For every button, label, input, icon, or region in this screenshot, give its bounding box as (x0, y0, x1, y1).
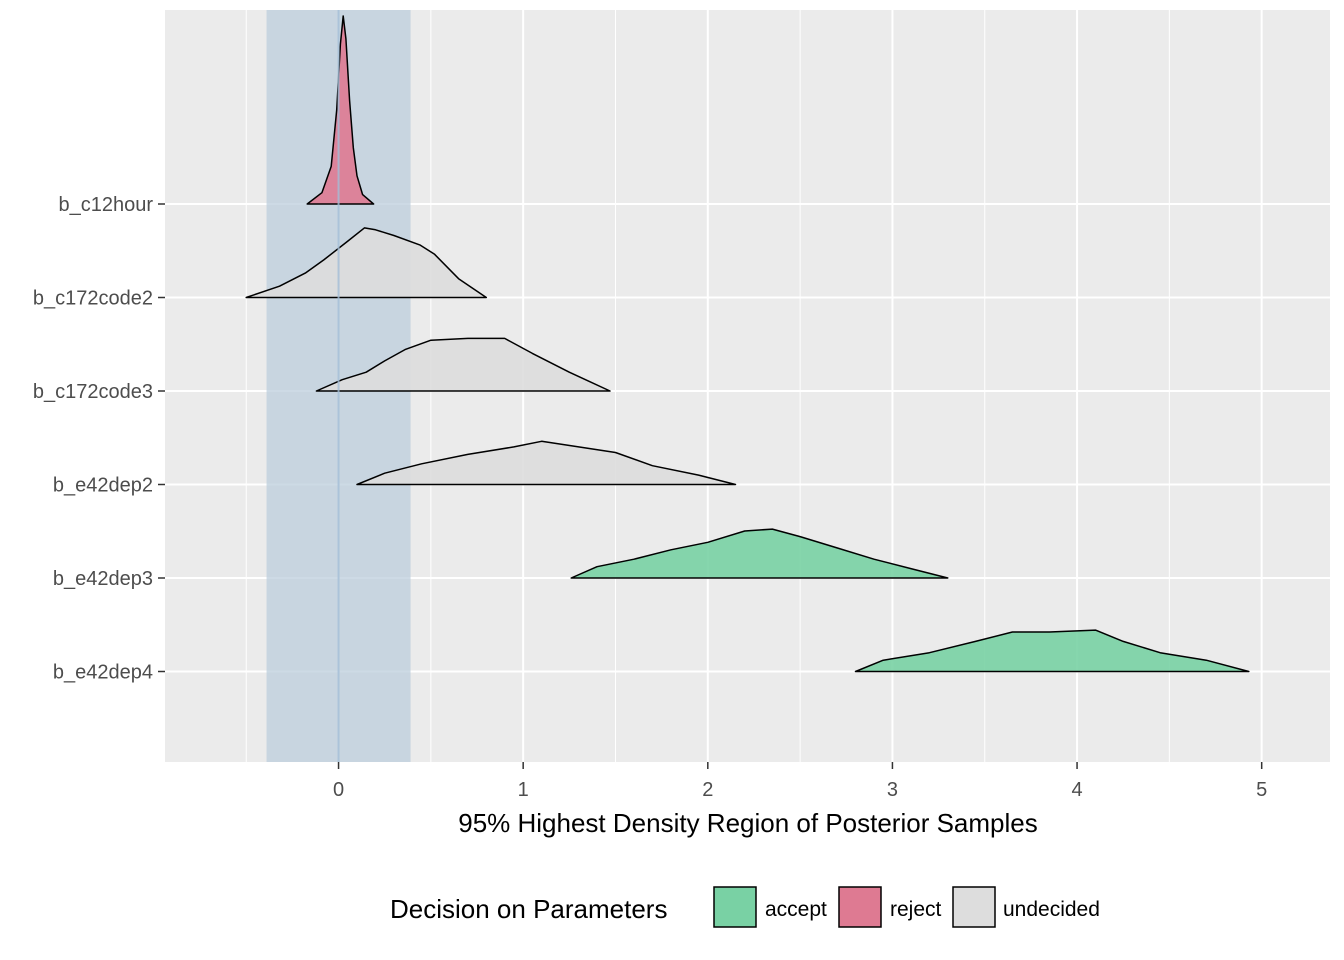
x-tick-label: 5 (1256, 779, 1267, 801)
legend-label-accept: accept (765, 898, 827, 921)
legend: Decision on Parameters accept reject undec… (390, 886, 1100, 928)
legend-label-undecided: undecided (1003, 898, 1100, 921)
y-tick-label: b_c172code2 (33, 288, 153, 310)
y-tick-label: b_e42dep4 (53, 662, 153, 684)
density-ridges (245, 15, 1250, 673)
x-axis: 0 1 2 3 4 5 (333, 762, 1267, 801)
x-axis-title: 95% Highest Density Region of Posterior … (458, 808, 1038, 838)
y-tick-label: b_c172code3 (33, 381, 153, 403)
density-b_c12hour (306, 15, 375, 205)
density-b_e42dep2 (356, 440, 737, 486)
x-tick-label: 3 (887, 779, 898, 801)
density-b_c172code2 (245, 227, 488, 299)
density-b_e42dep4 (854, 629, 1250, 673)
legend-key-accept (713, 886, 757, 928)
density-b_e42dep3 (570, 528, 949, 579)
legend-label-reject: reject (890, 898, 942, 921)
legend-items: accept reject undecided (713, 886, 1100, 928)
legend-key-reject (838, 886, 882, 928)
x-tick-label: 4 (1071, 779, 1082, 801)
density-b_c172code3 (315, 337, 611, 392)
y-axis: b_c12hour b_c172code2 b_c172code3 b_e42dep2… (33, 194, 165, 684)
legend-key-undecided (952, 886, 996, 928)
y-tick-label: b_e42dep3 (53, 568, 153, 590)
y-tick-label: b_c12hour (58, 194, 153, 216)
x-tick-label: 1 (518, 779, 529, 801)
y-tick-label: b_e42dep2 (53, 475, 153, 497)
x-tick-label: 2 (702, 779, 713, 801)
x-tick-label: 0 (333, 779, 344, 801)
legend-title: Decision on Parameters (390, 894, 667, 924)
